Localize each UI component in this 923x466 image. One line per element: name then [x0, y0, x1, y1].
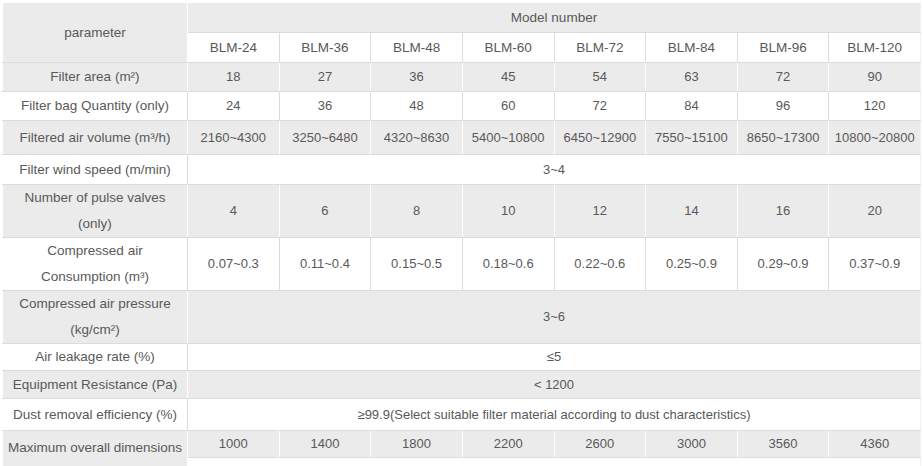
value-cell: 2200: [462, 431, 554, 458]
model-header-cell: BLM-36: [279, 33, 371, 63]
value-cell: 10: [462, 185, 554, 238]
row-label: Filter wind speed (m/min): [3, 155, 188, 185]
value-cell: 14: [646, 185, 738, 238]
span-value-cell: 3~6: [188, 291, 921, 344]
value-cell: 60: [462, 92, 554, 121]
specifications-table: parameter Model number BLM-24BLM-36BLM-4…: [2, 2, 921, 466]
value-cell: 27: [279, 63, 371, 92]
table-row: Equipment Resistance (Pa)< 1200: [3, 371, 921, 399]
table-row: Filter area (m²)1827364554637290: [3, 63, 921, 92]
value-cell: 4320~8630: [371, 121, 463, 155]
table-row: Compressed air Consumption (m³)0.07~0.30…: [3, 238, 921, 291]
spec-table-body: Filter area (m²)1827364554637290Filter b…: [3, 63, 921, 466]
value-cell: 6: [279, 185, 371, 238]
value-cell: 0.37~0.9: [829, 238, 921, 291]
value-cell: 36: [279, 92, 371, 121]
row-label: Compressed air pressure (kg/cm²): [3, 291, 188, 344]
row-label: Air leakage rate (%): [3, 344, 188, 371]
value-cell: 6450~12900: [554, 121, 646, 155]
table-row: Maximum overall dimensions (mm)100014001…: [3, 431, 921, 458]
table-row: Filtered air volume (m³/h)2160~43003250~…: [3, 121, 921, 155]
value-cell: 1800: [371, 431, 463, 458]
table-row: Filter wind speed (m/min)3~4: [3, 155, 921, 185]
value-cell: 120: [829, 92, 921, 121]
row-label: Maximum overall dimensions (mm): [3, 431, 188, 466]
span-value-cell: < 1200: [188, 371, 921, 399]
value-cell: 12: [554, 185, 646, 238]
value-cell: 0.11~0.4: [279, 238, 371, 291]
span-value-cell: ≤5: [188, 344, 921, 371]
value-cell: 0.29~0.9: [737, 238, 829, 291]
value-cell: 63: [646, 63, 738, 92]
table-row: Filter bag Quantity (only)24364860728496…: [3, 92, 921, 121]
span-value-cell: ≥99.9(Select suitable filter material ac…: [188, 399, 921, 431]
value-cell: 2600: [554, 431, 646, 458]
value-cell: 7550~15100: [646, 121, 738, 155]
model-header-cell: BLM-24: [188, 33, 280, 63]
table-row: Compressed air pressure (kg/cm²)3~6: [3, 291, 921, 344]
value-cell: 0.15~0.5: [371, 238, 463, 291]
table-row: Air leakage rate (%)≤5: [3, 344, 921, 371]
row-label: Filter bag Quantity (only): [3, 92, 188, 121]
row-label: Filter area (m²): [3, 63, 188, 92]
table-row: Dust removal efficiency (%)≥99.9(Select …: [3, 399, 921, 431]
value-cell: 72: [737, 63, 829, 92]
page: parameter Model number BLM-24BLM-36BLM-4…: [0, 0, 923, 466]
value-cell: 3000: [646, 431, 738, 458]
value-cell: 24: [188, 92, 280, 121]
value-cell: 20: [829, 185, 921, 238]
row-label: Number of pulse valves (only): [3, 185, 188, 238]
value-cell: 10800~20800: [829, 121, 921, 155]
value-cell: 4: [188, 185, 280, 238]
value-cell: 48: [371, 92, 463, 121]
model-header-cell: BLM-60: [462, 33, 554, 63]
value-cell: 45: [462, 63, 554, 92]
value-cell: 5400~10800: [462, 121, 554, 155]
model-number-header-cell: Model number: [188, 3, 921, 33]
value-cell: 2160~4300: [188, 121, 280, 155]
value-cell: 4360: [829, 431, 921, 458]
value-cell: 90: [829, 63, 921, 92]
value-cell: 36: [371, 63, 463, 92]
value-cell: 3250~6480: [279, 121, 371, 155]
value-cell: 84: [646, 92, 738, 121]
value-cell: 18: [188, 63, 280, 92]
value-cell: 96: [737, 92, 829, 121]
value-cell: 3560: [737, 431, 829, 458]
model-header-cell: BLM-48: [371, 33, 463, 63]
value-cell: 72: [554, 92, 646, 121]
value-cell: 54: [554, 63, 646, 92]
value-cell: 8: [371, 185, 463, 238]
model-header-cell: BLM-72: [554, 33, 646, 63]
value-cell: 0.25~0.9: [646, 238, 738, 291]
table-row: Number of pulse valves (only)46810121416…: [3, 185, 921, 238]
model-header-cell: BLM-84: [646, 33, 738, 63]
value-cell: 8650~17300: [737, 121, 829, 155]
row-label: Equipment Resistance (Pa): [3, 371, 188, 399]
parameter-header-cell: parameter: [3, 3, 188, 63]
row-label: Compressed air Consumption (m³): [3, 238, 188, 291]
model-header-cell: BLM-120: [829, 33, 921, 63]
model-header-cell: BLM-96: [737, 33, 829, 63]
header-row-model-number: parameter Model number: [3, 3, 921, 33]
row-label: Dust removal efficiency (%): [3, 399, 188, 431]
value-cell: 0.22~0.6: [554, 238, 646, 291]
value-cell: 16: [737, 185, 829, 238]
span-value-cell: 3~4: [188, 155, 921, 185]
value-cell: 1400: [279, 431, 371, 458]
value-cell: 0.18~0.6: [462, 238, 554, 291]
span-value-cell: 1450×3660(W × H): [188, 458, 921, 466]
row-label: Filtered air volume (m³/h): [3, 121, 188, 155]
value-cell: 0.07~0.3: [188, 238, 280, 291]
value-cell: 1000: [188, 431, 280, 458]
